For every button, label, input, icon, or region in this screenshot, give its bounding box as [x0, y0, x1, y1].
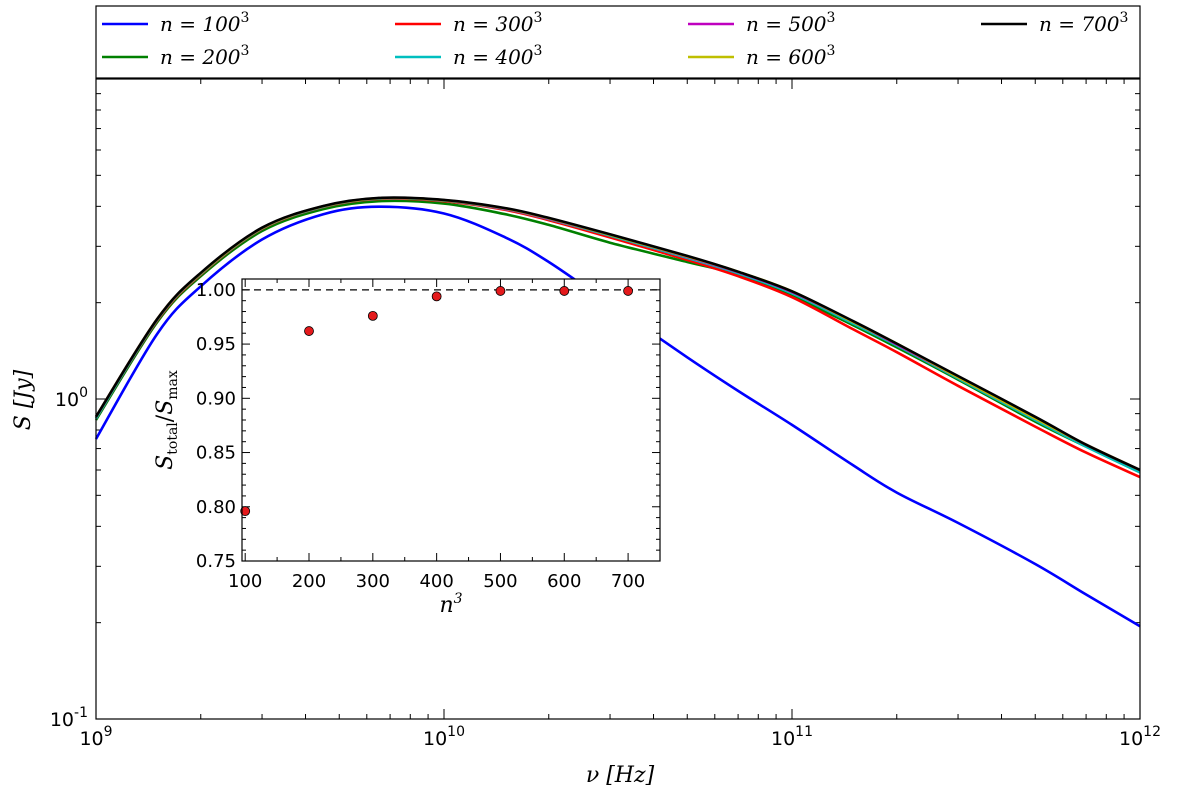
y-axis-title: S [Jy]	[11, 369, 36, 430]
x-axis-title: ν [Hz]	[586, 763, 655, 788]
inset-background	[242, 279, 660, 561]
legend-label-4: n = 4003	[453, 43, 542, 69]
inset-x-tick-label: 400	[419, 571, 453, 592]
legend-label-5: n = 5003	[746, 10, 835, 36]
inset-y-tick-label: 0.95	[196, 334, 236, 355]
inset-x-tick-label: 300	[356, 571, 390, 592]
legend-label-3: n = 3003	[453, 10, 542, 36]
y-tick-label: 100	[55, 385, 88, 411]
inset-x-tick-label: 700	[611, 571, 645, 592]
main-axes-frame	[95, 78, 1141, 720]
x-tick-label: 109	[79, 724, 112, 750]
y-tick-label: 10-1	[50, 705, 88, 731]
series-line-7	[94, 196, 1141, 472]
inset-y-axis-title: Stotal/Smax	[153, 370, 181, 470]
legend-label-1: n = 1003	[160, 10, 249, 36]
inset-y-tick-label: 0.75	[196, 551, 236, 572]
x-tick-label: 1011	[771, 724, 813, 750]
inset-point-4	[431, 291, 442, 302]
inset-point-2	[304, 326, 314, 336]
inset-point-7	[623, 286, 633, 296]
legend: n = 1003 n = 2003 n = 3003 n = 4003 n = 5003…	[95, 5, 1141, 79]
inset-x-tick-label: 500	[483, 571, 517, 592]
inset-point-5	[495, 286, 506, 296]
legend-label-7: n = 7003	[1039, 10, 1128, 36]
inset-x-tick-label: 200	[292, 571, 326, 592]
inset-axes: 100 200 300 400 500 600 700 0.75 0.80 0.85 0.90 0.9…	[153, 278, 661, 618]
inset-point-1	[240, 506, 251, 517]
inset-y-tick-label: 0.90	[196, 388, 236, 409]
legend-label-2: n = 2003	[160, 43, 249, 69]
x-tick-label: 1012	[1119, 724, 1161, 750]
legend-label-6: n = 6003	[746, 43, 835, 69]
inset-x-tick-label: 600	[547, 571, 581, 592]
x-tick-label: 1010	[423, 724, 465, 750]
inset-frame	[241, 278, 661, 562]
inset-y-tick-label: 0.80	[196, 497, 236, 518]
inset-y-tick-label: 1.00	[196, 280, 236, 301]
inset-y-tick-label: 0.85	[196, 443, 236, 464]
legend-frame	[95, 5, 1141, 79]
inset-point-3	[367, 310, 378, 321]
inset-x-tick-label: 100	[228, 571, 262, 592]
inset-x-axis-title: n3	[439, 591, 462, 618]
inset-point-6	[559, 286, 570, 296]
